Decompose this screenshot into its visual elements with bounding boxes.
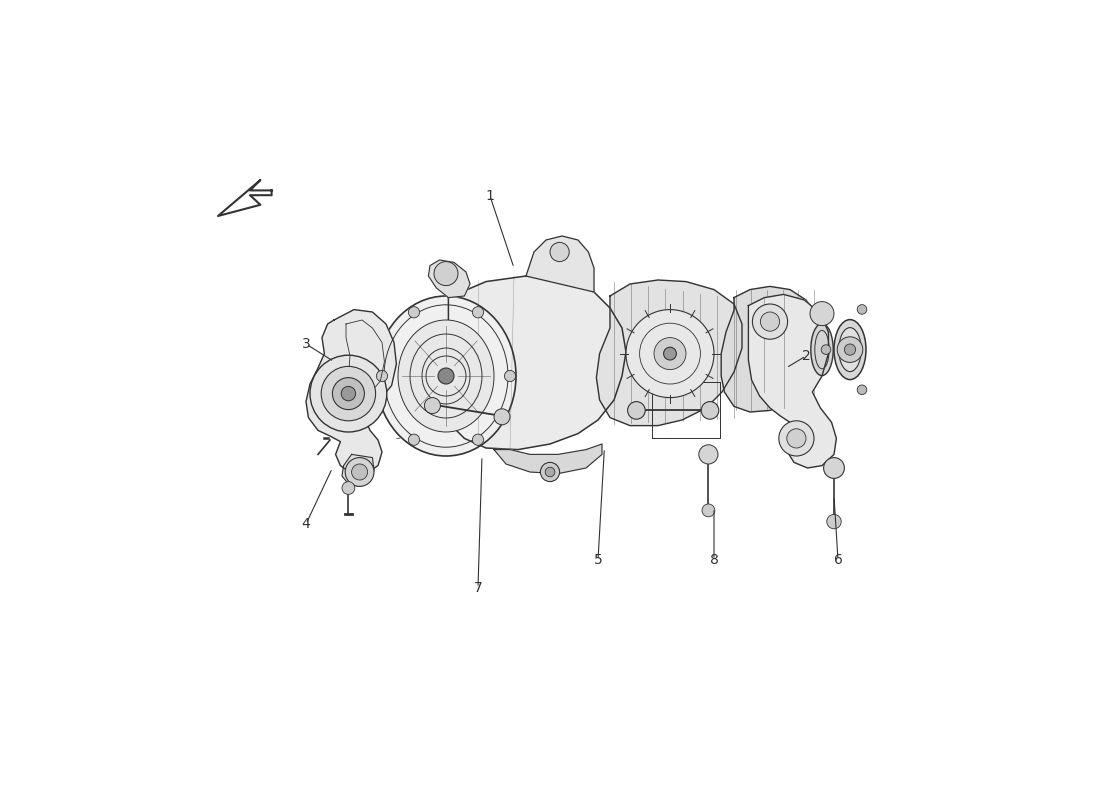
Text: 7: 7 (474, 581, 483, 595)
Ellipse shape (398, 320, 494, 432)
Circle shape (321, 366, 375, 421)
Circle shape (698, 445, 718, 464)
Circle shape (342, 482, 355, 494)
Circle shape (408, 434, 419, 446)
Circle shape (701, 402, 718, 419)
Text: 8: 8 (710, 553, 718, 567)
Circle shape (845, 344, 856, 355)
Polygon shape (494, 444, 602, 474)
Circle shape (472, 306, 484, 318)
Circle shape (310, 355, 387, 432)
Circle shape (760, 312, 780, 331)
Circle shape (438, 368, 454, 384)
Circle shape (505, 370, 516, 382)
Polygon shape (526, 236, 594, 292)
Text: 2: 2 (802, 349, 811, 363)
Circle shape (472, 434, 484, 446)
Polygon shape (748, 294, 836, 468)
Circle shape (494, 409, 510, 425)
Circle shape (332, 378, 364, 410)
Circle shape (786, 429, 806, 448)
Circle shape (352, 464, 367, 480)
Circle shape (827, 514, 842, 529)
Circle shape (341, 386, 355, 401)
Text: 4: 4 (301, 517, 310, 531)
Text: 5: 5 (594, 553, 603, 567)
Text: 1: 1 (485, 189, 494, 203)
Circle shape (752, 304, 788, 339)
Circle shape (626, 310, 714, 398)
Polygon shape (306, 310, 396, 474)
Polygon shape (440, 276, 626, 450)
Circle shape (857, 385, 867, 394)
Ellipse shape (376, 296, 516, 456)
Circle shape (702, 504, 715, 517)
Ellipse shape (811, 323, 833, 376)
Polygon shape (722, 286, 821, 412)
Circle shape (654, 338, 686, 370)
Text: 3: 3 (301, 337, 310, 351)
Circle shape (663, 347, 676, 360)
Circle shape (540, 462, 560, 482)
Circle shape (822, 345, 830, 354)
Polygon shape (342, 454, 374, 486)
Circle shape (425, 398, 440, 414)
Circle shape (376, 370, 387, 382)
Circle shape (628, 402, 646, 419)
Circle shape (408, 306, 419, 318)
Circle shape (810, 302, 834, 326)
Text: 6: 6 (834, 553, 843, 567)
Circle shape (550, 242, 569, 262)
Circle shape (779, 421, 814, 456)
Circle shape (824, 458, 845, 478)
Circle shape (434, 262, 458, 286)
Circle shape (546, 467, 554, 477)
Circle shape (857, 305, 867, 314)
Circle shape (837, 337, 862, 362)
Ellipse shape (839, 328, 861, 371)
Polygon shape (428, 260, 470, 298)
Circle shape (345, 458, 374, 486)
Ellipse shape (834, 319, 866, 380)
Polygon shape (596, 280, 742, 426)
